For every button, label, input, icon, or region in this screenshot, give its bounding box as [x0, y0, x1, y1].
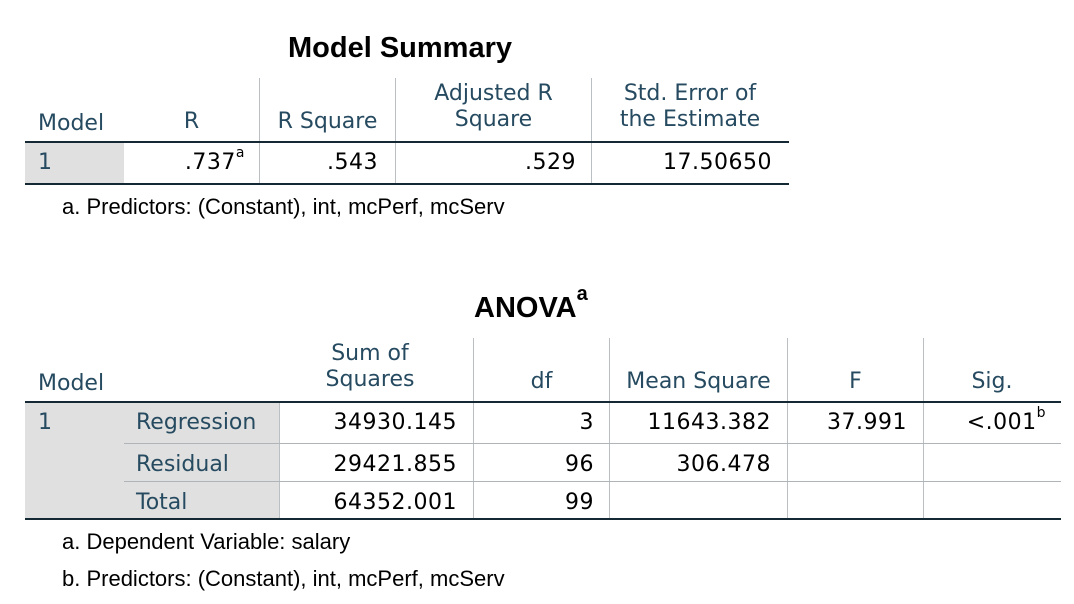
header-f: F: [849, 369, 862, 394]
header-divider: [473, 338, 474, 402]
header-divider: [923, 338, 924, 402]
cell-r: .737a: [184, 144, 245, 175]
anova-title: ANOVAa: [474, 283, 588, 324]
header-sum-sq-2: Squares: [325, 367, 415, 392]
header-df: df: [530, 369, 553, 394]
cell-divider: [787, 403, 788, 519]
table-top-rule: [25, 141, 789, 143]
cell-df: 99: [565, 490, 594, 515]
cell-mean-square: 306.478: [676, 452, 771, 477]
cell-divider: [395, 143, 396, 183]
header-std-error-2: the Estimate: [619, 107, 761, 132]
header-divider: [591, 78, 592, 142]
table-top-rule: [25, 401, 1061, 403]
header-std-error-1: Std. Error of: [623, 81, 757, 106]
header-model: Model: [38, 111, 105, 136]
model-summary-title: Model Summary: [288, 32, 512, 64]
row-divider: [124, 481, 1061, 482]
header-divider: [259, 78, 260, 142]
header-r: R: [183, 109, 200, 134]
anova-footnote-b: b. Predictors: (Constant), int, mcPerf, …: [62, 566, 505, 591]
cell-mean-square: 11643.382: [647, 410, 771, 435]
header-divider: [609, 338, 610, 402]
row-header-shade: [25, 143, 124, 183]
cell-std-error: 17.50650: [663, 150, 772, 175]
cell-df: 96: [565, 452, 594, 477]
header-divider: [787, 338, 788, 402]
cell-sig: <.001b: [966, 404, 1046, 435]
row-model-number: 1: [38, 410, 52, 435]
footnote-marker: b: [1036, 404, 1046, 421]
cell-divider: [259, 143, 260, 183]
row-header-shade: [25, 403, 279, 519]
header-sum-sq-1: Sum of: [331, 341, 409, 366]
cell-r-square: .543: [327, 150, 378, 175]
cell-sum-sq: 64352.001: [333, 490, 457, 515]
table-bottom-rule: [25, 518, 1061, 520]
row-label: Total: [136, 490, 188, 515]
header-sig: Sig.: [971, 369, 1013, 394]
header-adj-r-square-1: Adjusted R: [434, 81, 553, 106]
cell-df: 3: [579, 410, 594, 435]
header-adj-r-square-2: Square: [454, 107, 533, 132]
cell-sum-sq: 34930.145: [333, 410, 457, 435]
footnote-marker: a: [235, 144, 245, 161]
cell-divider: [609, 403, 610, 519]
table-bottom-rule: [25, 183, 789, 185]
model-summary-footnote: a. Predictors: (Constant), int, mcPerf, …: [62, 194, 505, 219]
row-label: Regression: [136, 410, 257, 435]
footnote-marker: a: [576, 283, 588, 306]
cell-adj-r-square: .529: [525, 150, 576, 175]
header-r-square: R Square: [277, 109, 378, 134]
cell-divider: [591, 143, 592, 183]
header-mean-square: Mean Square: [626, 369, 771, 394]
header-divider: [395, 78, 396, 142]
row-divider: [124, 443, 1061, 444]
cell-f: 37.991: [827, 410, 907, 435]
row-model-number: 1: [38, 150, 52, 175]
cell-sum-sq: 29421.855: [333, 452, 457, 477]
row-label: Residual: [136, 452, 229, 477]
cell-divider: [279, 403, 280, 519]
anova-footnote-a: a. Dependent Variable: salary: [62, 529, 351, 554]
cell-divider: [923, 403, 924, 519]
cell-divider: [473, 403, 474, 519]
header-model: Model: [38, 371, 105, 396]
